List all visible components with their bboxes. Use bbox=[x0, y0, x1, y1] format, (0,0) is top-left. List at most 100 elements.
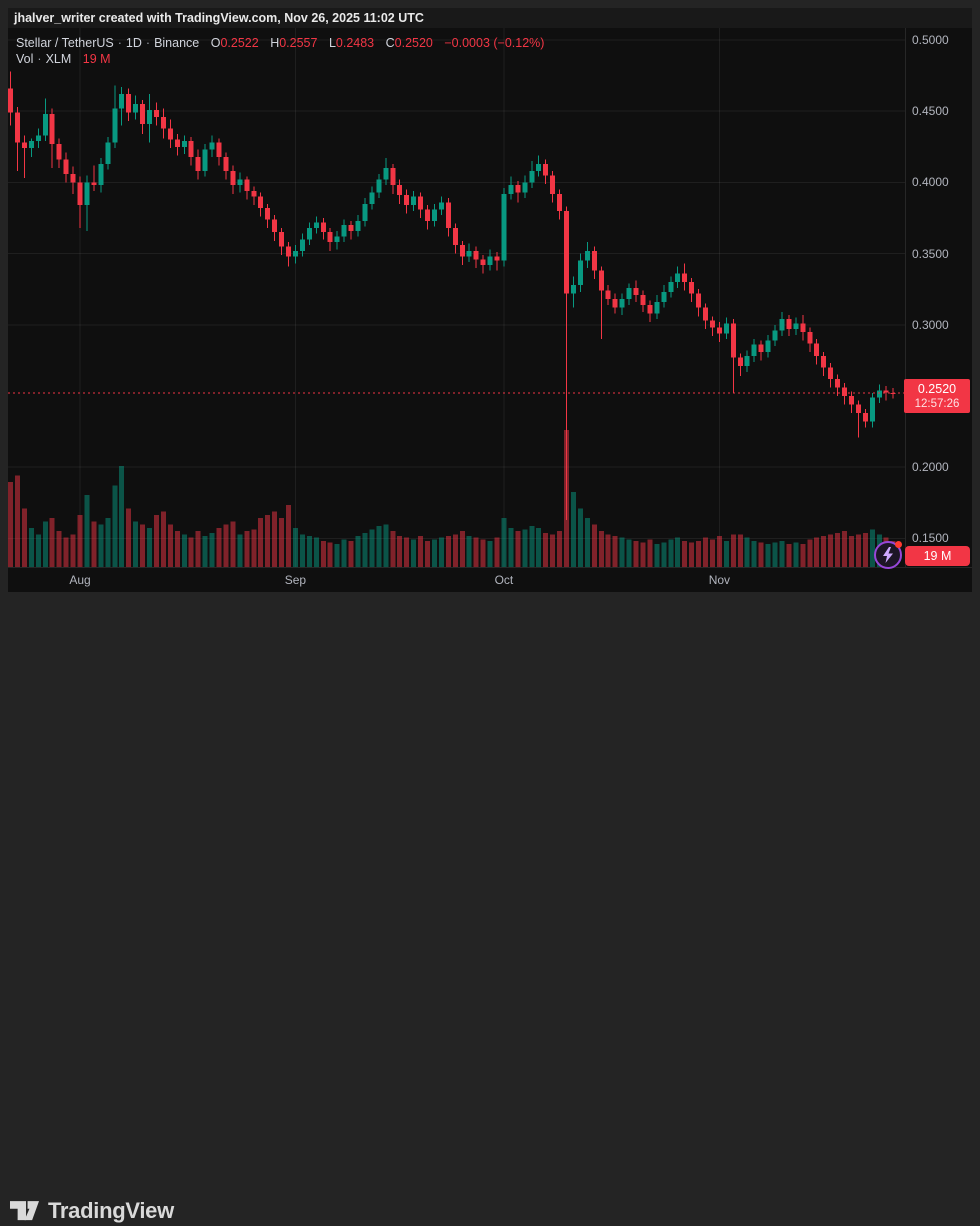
candle-body bbox=[299, 239, 305, 251]
tradingview-logo[interactable]: TradingView bbox=[10, 1196, 174, 1226]
candle-body bbox=[279, 232, 285, 247]
interval-label: 1D bbox=[125, 36, 142, 50]
candle-body bbox=[390, 168, 396, 186]
candle-body bbox=[202, 149, 208, 172]
candlestick-chart[interactable] bbox=[8, 28, 972, 592]
candle-body bbox=[133, 104, 139, 113]
candle-body bbox=[730, 323, 736, 358]
candle-body bbox=[584, 250, 590, 261]
candle-body bbox=[327, 232, 333, 243]
bar-countdown: 12:57:26 bbox=[914, 398, 960, 410]
candle-body bbox=[216, 142, 222, 157]
volume-bar bbox=[445, 536, 451, 567]
candle-body bbox=[758, 344, 764, 352]
boost-button[interactable] bbox=[874, 541, 902, 569]
candle-body bbox=[209, 142, 215, 150]
candle-body bbox=[696, 293, 702, 308]
volume-bar bbox=[633, 540, 639, 567]
volume-bar bbox=[605, 534, 611, 567]
candle-body bbox=[56, 143, 62, 160]
ohlc-open: O0.2522 bbox=[210, 36, 259, 50]
chart-legend: Stellar / TetherUS · 1D · Binance O0.2522 H0… bbox=[16, 35, 544, 67]
candle-body bbox=[160, 116, 166, 129]
volume-bar bbox=[591, 524, 597, 567]
ohlc-close: C0.2520 bbox=[385, 36, 433, 50]
volume-bar bbox=[216, 527, 222, 567]
candle-body bbox=[431, 209, 437, 221]
volume-bar bbox=[160, 511, 166, 567]
volume-bar bbox=[730, 534, 736, 567]
current-price-value: 0.2520 bbox=[917, 382, 957, 396]
candle-body bbox=[536, 163, 542, 172]
volume-bar bbox=[577, 508, 583, 567]
volume-bar bbox=[119, 465, 125, 567]
change-label: −0.0003 (−0.12%) bbox=[444, 36, 545, 50]
volume-bar bbox=[362, 532, 368, 567]
candle-body bbox=[487, 256, 493, 265]
volume-bar bbox=[570, 491, 576, 567]
volume-bar bbox=[42, 521, 48, 567]
volume-bar bbox=[404, 537, 410, 567]
candle-body bbox=[577, 260, 583, 285]
time-tick-label: Nov bbox=[708, 573, 731, 587]
candle-body bbox=[869, 397, 875, 422]
separator: · bbox=[145, 36, 151, 50]
time-tick-label: Oct bbox=[494, 573, 514, 587]
ohlc-low: L0.2483 bbox=[328, 36, 375, 50]
candle-body bbox=[591, 250, 597, 271]
candle-body bbox=[35, 135, 41, 142]
volume-bar bbox=[418, 536, 424, 567]
candle-body bbox=[28, 141, 34, 149]
volume-bar bbox=[8, 482, 13, 567]
volume-bar bbox=[28, 527, 34, 567]
volume-bar bbox=[800, 544, 806, 567]
volume-bar bbox=[431, 539, 437, 567]
candle-body bbox=[522, 182, 528, 193]
candle-body bbox=[91, 182, 97, 186]
volume-bar bbox=[842, 531, 847, 567]
candle-body bbox=[404, 195, 410, 206]
candle-body bbox=[341, 225, 347, 237]
candle-body bbox=[716, 327, 722, 334]
volume-bar bbox=[174, 531, 180, 567]
volume-bar bbox=[91, 521, 97, 567]
time-axis[interactable]: Aug Sep Oct Nov bbox=[8, 567, 972, 592]
volume-bar bbox=[195, 531, 201, 567]
volume-bar bbox=[265, 514, 271, 567]
candle-body bbox=[77, 182, 83, 206]
volume-bar bbox=[835, 532, 841, 567]
volume-bar bbox=[383, 524, 389, 567]
volume-bar bbox=[425, 540, 430, 567]
candle-body bbox=[452, 227, 458, 246]
volume-bar bbox=[612, 536, 618, 567]
candle-body bbox=[737, 357, 743, 367]
candle-body bbox=[369, 192, 375, 204]
time-tick-label: Aug bbox=[69, 573, 91, 587]
candle-body bbox=[682, 273, 688, 283]
candle-body bbox=[626, 287, 632, 300]
candle-body bbox=[174, 139, 180, 147]
volume-bar bbox=[751, 540, 757, 567]
candle-body bbox=[876, 390, 882, 398]
exchange-label: Binance bbox=[154, 36, 200, 50]
candle-body bbox=[167, 128, 173, 140]
candle-body bbox=[654, 302, 660, 314]
volume-bar bbox=[536, 527, 542, 567]
volume-bar bbox=[306, 536, 312, 567]
volume-bar bbox=[112, 485, 118, 567]
volume-value-label: 19 M bbox=[905, 546, 970, 566]
vol-unit: XLM bbox=[45, 52, 72, 66]
volume-bar bbox=[862, 532, 868, 567]
volume-bar bbox=[626, 539, 632, 567]
volume-bar bbox=[543, 532, 549, 567]
candle-body bbox=[258, 196, 264, 209]
candle-body bbox=[557, 193, 563, 211]
candle-body bbox=[286, 246, 291, 257]
candle-body bbox=[140, 104, 146, 125]
candle-body bbox=[376, 179, 382, 193]
candle-body bbox=[814, 343, 820, 357]
candle-body bbox=[668, 282, 674, 293]
volume-bar bbox=[619, 537, 625, 567]
volume-bar bbox=[21, 508, 27, 567]
candle-body bbox=[786, 319, 792, 330]
